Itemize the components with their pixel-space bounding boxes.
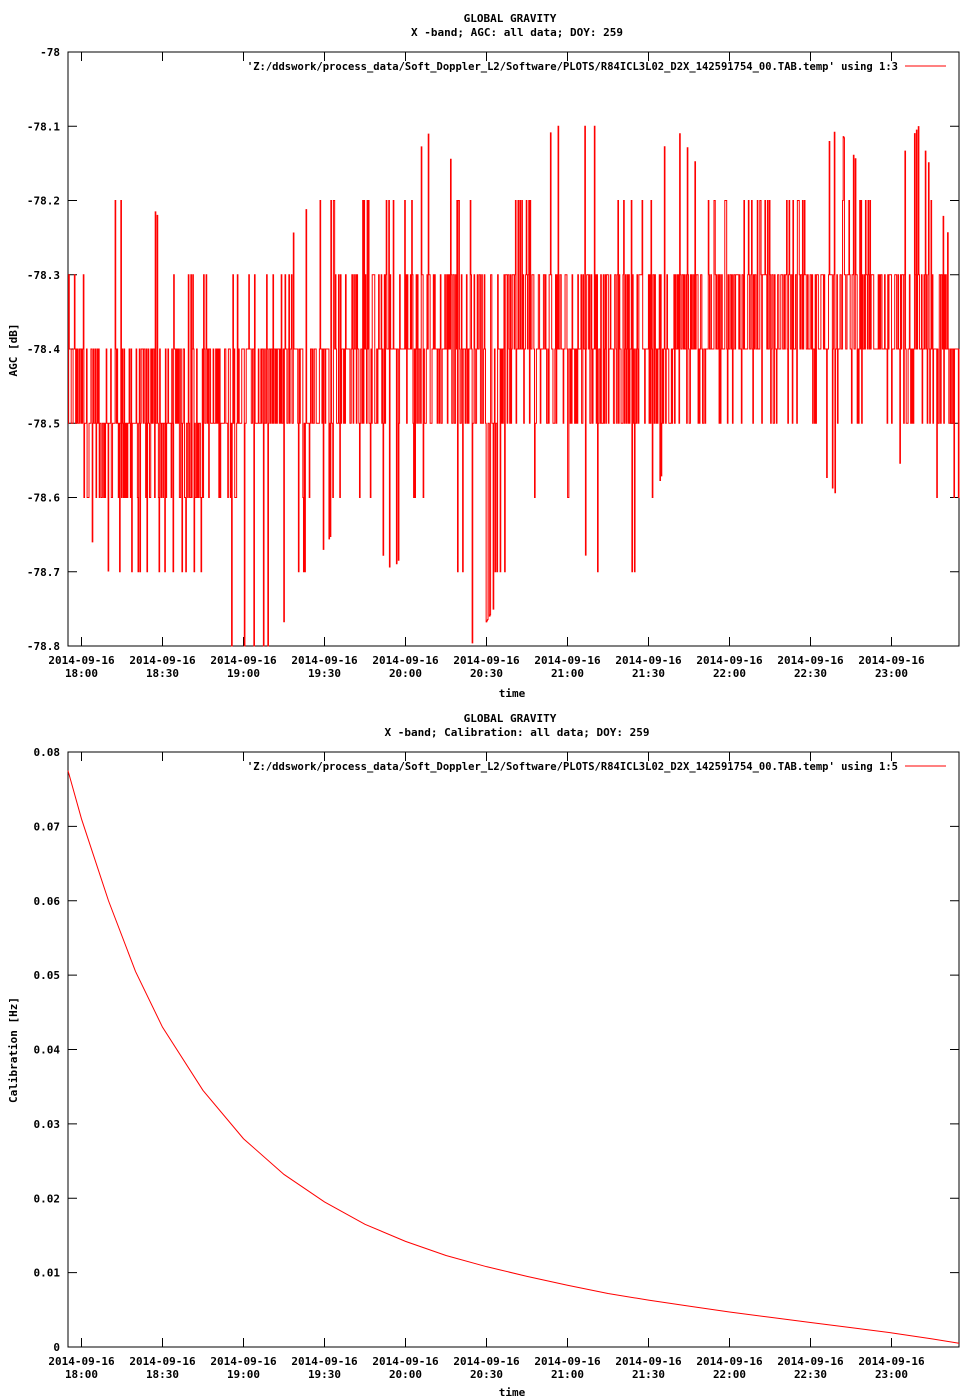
agc-x-tick-time: 19:00 <box>227 667 260 680</box>
agc-x-tick-date: 2014-09-16 <box>696 654 763 667</box>
agc-chart-title: GLOBAL GRAVITY <box>464 12 557 25</box>
calibration-x-tick-time: 22:00 <box>713 1368 746 1381</box>
calibration-x-tick-time: 18:00 <box>65 1368 98 1381</box>
agc-x-tick-date: 2014-09-16 <box>291 654 358 667</box>
calibration-x-tick-time: 20:30 <box>470 1368 503 1381</box>
agc-x-tick-date: 2014-09-16 <box>210 654 277 667</box>
calibration-y-tick-label: 0 <box>53 1341 60 1354</box>
agc-x-tick-date: 2014-09-16 <box>129 654 196 667</box>
calibration-x-tick-time: 21:00 <box>551 1368 584 1381</box>
agc-x-tick-date: 2014-09-16 <box>534 654 601 667</box>
calibration-x-tick-date: 2014-09-16 <box>129 1355 196 1368</box>
agc-plot-area: -78 -78.1 -78.2 -78.3 -78.4 -78.5 -78.6 -78.7 -7… <box>27 46 960 680</box>
calibration-x-tick-time: 18:30 <box>146 1368 179 1381</box>
calibration-x-tick-date: 2014-09-16 <box>48 1355 115 1368</box>
calibration-x-tick-date: 2014-09-16 <box>372 1355 439 1368</box>
calibration-x-tick-date: 2014-09-16 <box>858 1355 925 1368</box>
agc-series-line <box>68 125 960 647</box>
agc-x-tick-time: 23:00 <box>875 667 908 680</box>
calibration-x-tick-date: 2014-09-16 <box>777 1355 844 1368</box>
calibration-x-tick-date: 2014-09-16 <box>453 1355 520 1368</box>
agc-x-tick-time: 20:00 <box>389 667 422 680</box>
agc-x-tick-date: 2014-09-16 <box>777 654 844 667</box>
agc-x-tick-time: 21:00 <box>551 667 584 680</box>
agc-x-tick-time: 18:30 <box>146 667 179 680</box>
calibration-x-tick-date: 2014-09-16 <box>291 1355 358 1368</box>
agc-x-tick-date: 2014-09-16 <box>858 654 925 667</box>
calibration-y-tick-label: 0.08 <box>34 746 61 759</box>
calibration-plot-area: 0.080.070.060.050.040.030.020.0102014-09… <box>34 746 960 1381</box>
agc-x-tick-time: 22:30 <box>794 667 827 680</box>
agc-y-axis-label: AGC [dB] <box>7 324 20 377</box>
calibration-y-axis-label: Calibration [Hz] <box>7 997 20 1103</box>
calibration-y-tick-label: 0.02 <box>34 1192 61 1205</box>
agc-y-tick-label: -78.8 <box>27 640 60 653</box>
calibration-x-tick-date: 2014-09-16 <box>534 1355 601 1368</box>
agc-x-tick-time: 19:30 <box>308 667 341 680</box>
agc-legend-label: 'Z:/ddswork/process_data/Soft_Doppler_L2… <box>247 61 898 73</box>
agc-x-tick-date: 2014-09-16 <box>453 654 520 667</box>
calibration-x-axis-label: time <box>499 1386 526 1399</box>
agc-x-tick-date: 2014-09-16 <box>48 654 115 667</box>
calibration-y-tick-label: 0.04 <box>34 1044 61 1057</box>
agc-y-tick-label: -78 <box>40 46 60 59</box>
calibration-x-tick-time: 19:30 <box>308 1368 341 1381</box>
calibration-x-tick-time: 20:00 <box>389 1368 422 1381</box>
agc-y-tick-label: -78.7 <box>27 566 60 579</box>
calibration-x-tick-time: 19:00 <box>227 1368 260 1381</box>
calibration-y-tick-label: 0.05 <box>34 969 61 982</box>
agc-x-axis-label: time <box>499 687 526 700</box>
agc-y-tick-label: -78.3 <box>27 269 60 282</box>
calibration-chart: GLOBAL GRAVITY X -band; Calibration: all… <box>7 712 960 1399</box>
calibration-y-tick-label: 0.07 <box>34 820 61 833</box>
calibration-x-tick-time: 23:00 <box>875 1368 908 1381</box>
calibration-y-tick-label: 0.03 <box>34 1118 61 1131</box>
calibration-y-tick-label: 0.01 <box>34 1267 61 1280</box>
agc-chart-subtitle: X -band; AGC: all data; DOY: 259 <box>411 26 623 39</box>
calibration-plot-frame <box>67 751 960 1348</box>
agc-x-tick-date: 2014-09-16 <box>615 654 682 667</box>
calibration-chart-title: GLOBAL GRAVITY <box>464 712 557 725</box>
calibration-chart-subtitle: X -band; Calibration: all data; DOY: 259 <box>385 726 650 739</box>
agc-x-tick-time: 18:00 <box>65 667 98 680</box>
agc-y-tick-label: -78.1 <box>27 120 60 133</box>
calibration-y-tick-label: 0.06 <box>34 895 61 908</box>
calibration-x-tick-date: 2014-09-16 <box>615 1355 682 1368</box>
agc-y-tick-label: -78.6 <box>27 492 60 505</box>
calibration-series-line <box>67 770 960 1344</box>
agc-x-tick-time: 21:30 <box>632 667 665 680</box>
calibration-legend-label: 'Z:/ddswork/process_data/Soft_Doppler_L2… <box>247 761 898 773</box>
calibration-x-tick-time: 22:30 <box>794 1368 827 1381</box>
agc-y-tick-label: -78.4 <box>27 343 60 356</box>
agc-y-tick-label: -78.2 <box>27 195 60 208</box>
calibration-x-tick-date: 2014-09-16 <box>696 1355 763 1368</box>
calibration-x-tick-time: 21:30 <box>632 1368 665 1381</box>
agc-x-tick-time: 22:00 <box>713 667 746 680</box>
agc-chart: GLOBAL GRAVITY X -band; AGC: all data; D… <box>7 12 960 700</box>
agc-x-tick-time: 20:30 <box>470 667 503 680</box>
agc-x-tick-date: 2014-09-16 <box>372 654 439 667</box>
calibration-x-tick-date: 2014-09-16 <box>210 1355 277 1368</box>
agc-y-tick-label: -78.5 <box>27 417 60 430</box>
